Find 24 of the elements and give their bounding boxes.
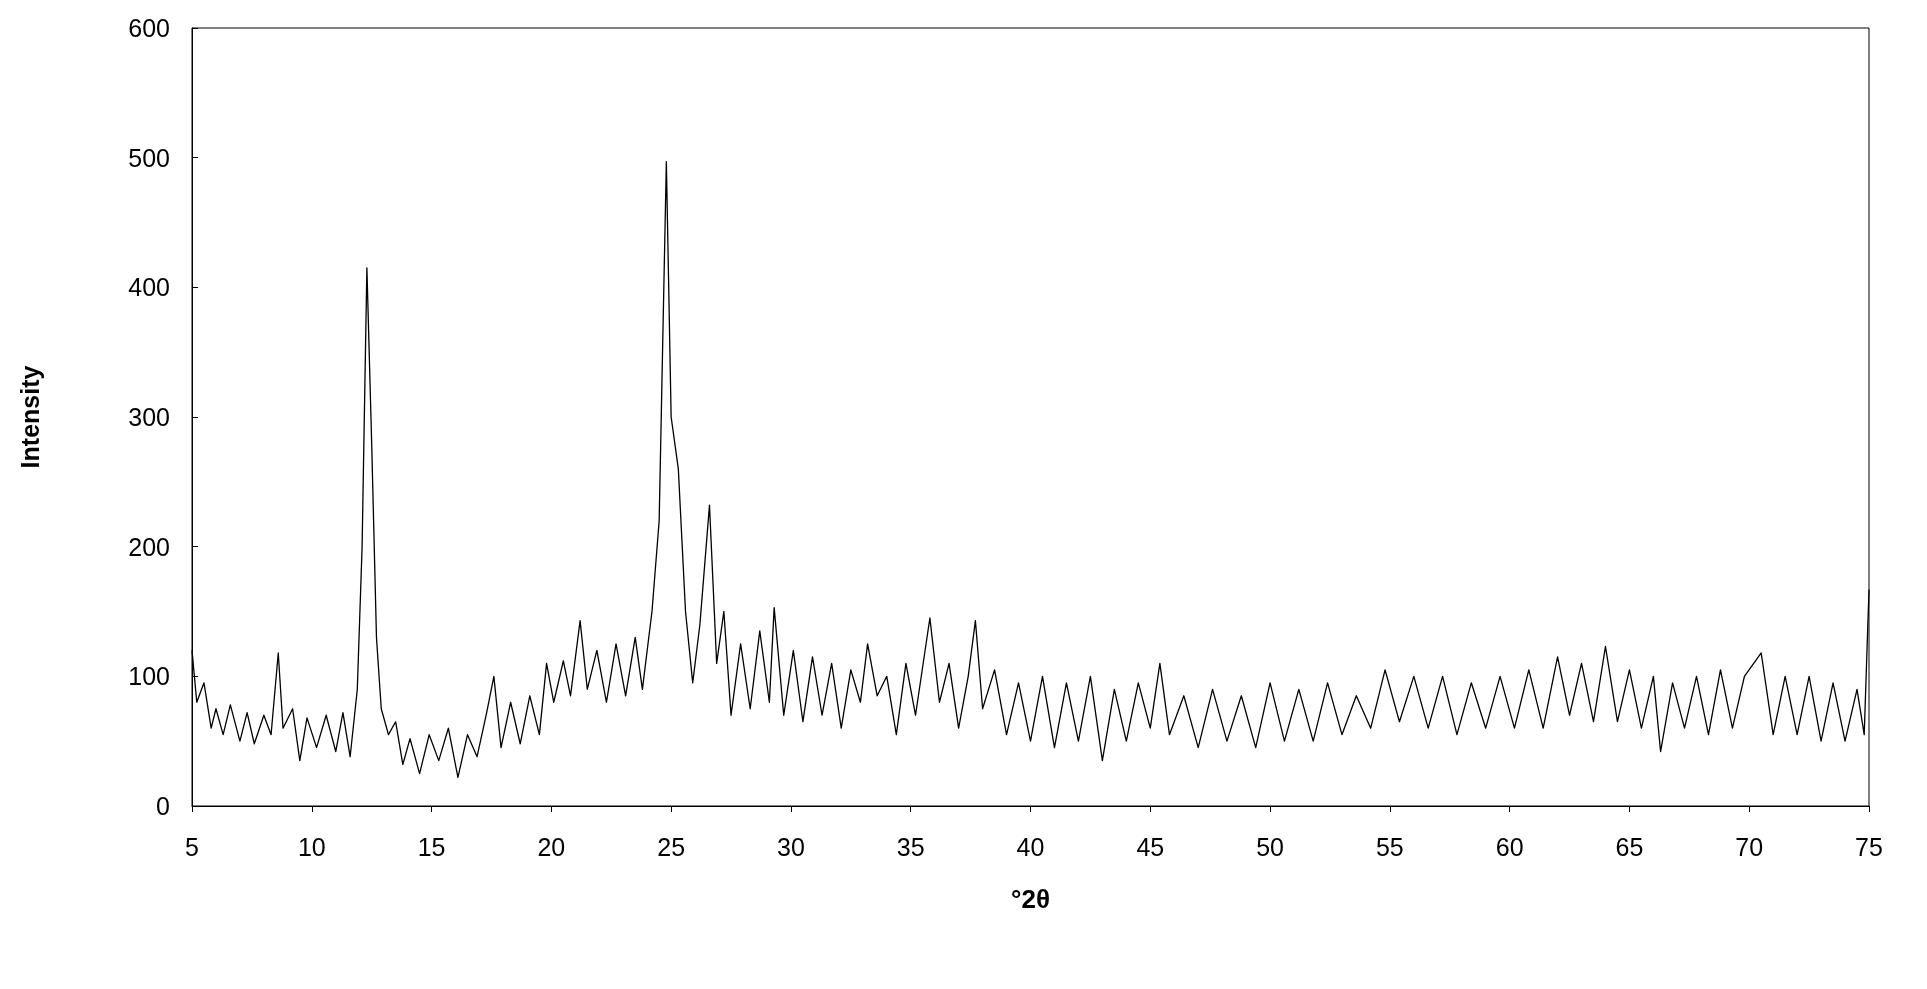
y-tick-label: 0: [156, 792, 170, 820]
y-axis-title: Intensity: [15, 365, 44, 469]
y-tick-label: 200: [128, 532, 170, 561]
x-tick-label: 10: [297, 832, 326, 861]
x-tick-label: 5: [185, 832, 199, 861]
x-tick-label: 55: [1375, 832, 1404, 861]
x-tick-label: 45: [1136, 832, 1165, 861]
x-tick-label: 40: [1016, 832, 1045, 861]
y-tick-label: 400: [128, 273, 170, 302]
x-tick-label: 20: [537, 832, 566, 861]
x-axis-title: °2θ: [1011, 884, 1050, 914]
x-tick-label: 70: [1735, 832, 1764, 861]
x-tick-label: 50: [1256, 832, 1284, 861]
y-tick-label: 600: [128, 14, 170, 42]
x-tick-label: 25: [657, 832, 686, 861]
x-tick-label: 15: [417, 832, 446, 861]
x-tick-label: 35: [896, 832, 925, 861]
y-tick-label: 100: [128, 662, 170, 691]
y-tick-label: 300: [128, 403, 170, 431]
y-tick-label: 500: [128, 143, 170, 172]
x-tick-label: 60: [1495, 832, 1524, 861]
x-tick-label: 30: [777, 832, 805, 861]
x-tick-label: 65: [1615, 832, 1644, 861]
x-tick-label: 75: [1855, 832, 1883, 861]
